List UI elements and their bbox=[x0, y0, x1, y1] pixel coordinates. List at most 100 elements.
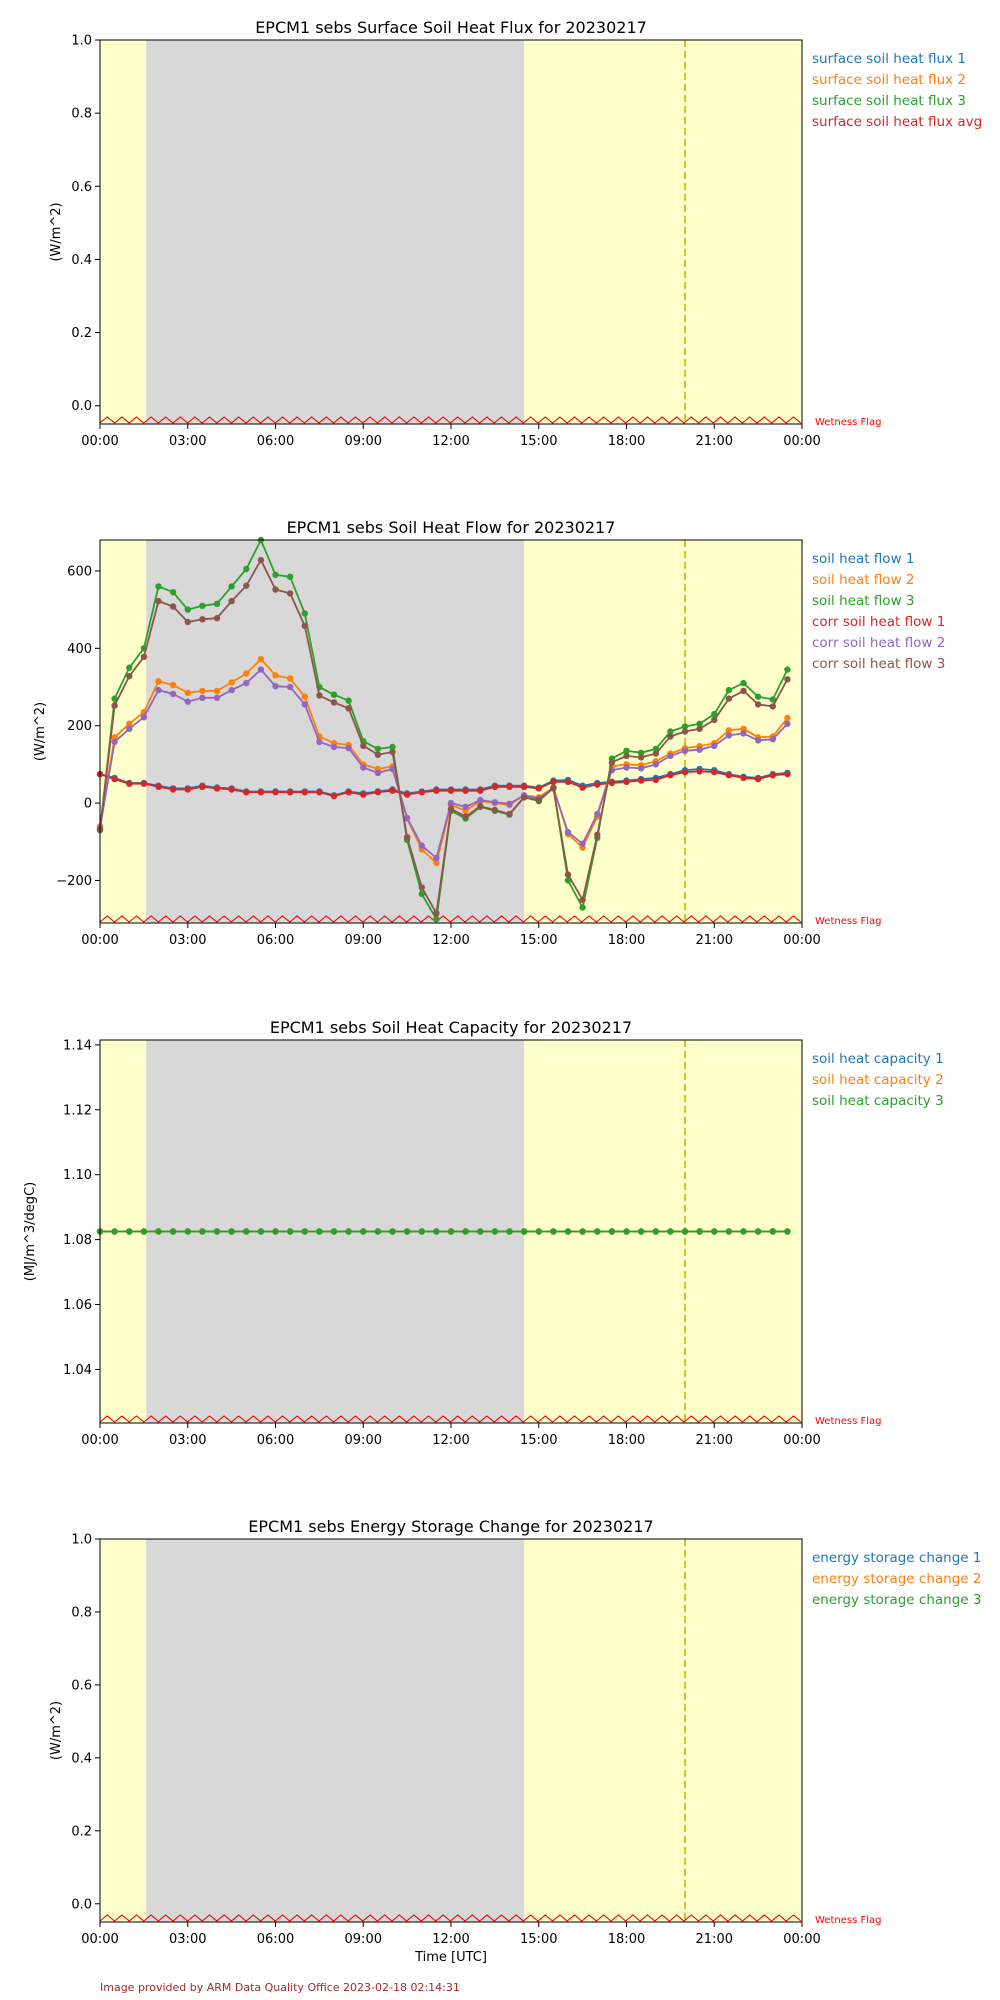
legend-entry: surface soil heat flux 2 bbox=[812, 72, 966, 88]
data-point bbox=[667, 772, 674, 779]
data-point bbox=[462, 787, 469, 794]
data-point bbox=[711, 768, 718, 776]
data-point bbox=[330, 699, 338, 706]
data-point bbox=[696, 720, 703, 727]
data-point bbox=[711, 710, 718, 718]
data-point bbox=[272, 571, 279, 578]
data-point bbox=[126, 720, 133, 727]
data-point bbox=[608, 759, 616, 766]
data-point bbox=[243, 582, 250, 589]
x-tick-label: 09:00 bbox=[345, 933, 382, 948]
y-tick-label: 600 bbox=[67, 564, 92, 579]
data-point bbox=[652, 1228, 659, 1235]
data-point bbox=[652, 776, 659, 784]
data-point bbox=[433, 787, 440, 794]
data-point bbox=[155, 1228, 162, 1235]
data-point bbox=[740, 774, 747, 782]
data-point bbox=[725, 1228, 733, 1235]
data-point bbox=[257, 656, 265, 663]
data-point bbox=[111, 1228, 118, 1235]
data-point bbox=[330, 691, 338, 698]
data-point bbox=[784, 714, 791, 722]
data-point bbox=[564, 778, 572, 785]
data-point bbox=[389, 1228, 396, 1235]
night-shading bbox=[146, 540, 525, 923]
data-point bbox=[433, 915, 440, 923]
data-point bbox=[111, 695, 118, 702]
data-point bbox=[213, 1228, 221, 1235]
x-tick-label: 18:00 bbox=[608, 1433, 645, 1448]
data-point bbox=[184, 618, 191, 626]
chart-panel-3: Wetness Flag 1.04 1.06 1.08 1.10 1.12 1.14 00:0… bbox=[23, 1018, 944, 1448]
data-point bbox=[579, 784, 586, 791]
data-point bbox=[681, 728, 689, 735]
data-point bbox=[228, 1228, 235, 1235]
x-tick-label: 12:00 bbox=[432, 933, 469, 948]
data-point bbox=[243, 1228, 250, 1235]
data-point bbox=[535, 796, 542, 804]
x-tick-label: 00:00 bbox=[81, 933, 118, 948]
data-point bbox=[535, 785, 542, 792]
x-tick-label: 00:00 bbox=[81, 434, 118, 449]
legend-entry: soil heat capacity 1 bbox=[812, 1051, 944, 1067]
data-point bbox=[272, 1228, 279, 1235]
data-point bbox=[126, 725, 133, 732]
data-point bbox=[169, 786, 177, 793]
data-point bbox=[316, 738, 323, 746]
data-point bbox=[652, 750, 659, 757]
data-point bbox=[184, 606, 191, 613]
legend-entry: soil heat capacity 2 bbox=[812, 1072, 944, 1088]
data-point bbox=[301, 789, 308, 796]
data-point bbox=[740, 1228, 747, 1235]
data-point bbox=[111, 734, 118, 741]
x-tick-label: 00:00 bbox=[81, 1932, 118, 1947]
wetness-flag-label: Wetness Flag bbox=[815, 916, 881, 927]
data-point bbox=[111, 775, 118, 783]
data-point bbox=[272, 789, 279, 796]
x-axis-label: Time [UTC] bbox=[414, 1950, 487, 1965]
chart-panel-2: Wetness Flag −200 0 200 400 600 00:00 03:00 06:0… bbox=[33, 518, 945, 948]
data-point bbox=[740, 730, 747, 737]
data-point bbox=[740, 725, 747, 732]
data-point bbox=[243, 565, 250, 573]
data-point bbox=[360, 791, 367, 798]
data-point bbox=[579, 896, 586, 903]
x-tick-label: 06:00 bbox=[257, 1932, 294, 1947]
x-tick-label: 00:00 bbox=[81, 1433, 118, 1448]
data-point bbox=[374, 789, 382, 796]
y-axis-label: (MJ/m^3/degC) bbox=[23, 1182, 38, 1281]
x-tick-label: 09:00 bbox=[345, 1433, 382, 1448]
data-point bbox=[740, 679, 747, 687]
data-point bbox=[769, 736, 776, 743]
data-point bbox=[754, 775, 762, 783]
y-tick-label: 400 bbox=[67, 642, 92, 657]
data-point bbox=[330, 1228, 338, 1235]
data-point bbox=[257, 556, 265, 564]
y-tick-label: 1.04 bbox=[63, 1363, 92, 1378]
data-point bbox=[199, 616, 206, 623]
data-point bbox=[447, 1228, 455, 1235]
data-point bbox=[213, 614, 221, 622]
data-point bbox=[594, 810, 601, 818]
x-tick-label: 12:00 bbox=[432, 434, 469, 449]
x-tick-label: 21:00 bbox=[696, 1932, 733, 1947]
data-point bbox=[433, 1228, 440, 1235]
y-tick-label: 0.4 bbox=[71, 1751, 92, 1766]
data-point bbox=[184, 689, 191, 696]
data-point bbox=[155, 678, 162, 685]
data-point bbox=[681, 747, 689, 754]
data-point bbox=[696, 1228, 703, 1235]
x-tick-label: 12:00 bbox=[432, 1932, 469, 1947]
wetness-flag-label: Wetness Flag bbox=[815, 1416, 881, 1427]
data-point bbox=[550, 778, 557, 785]
data-point bbox=[345, 1228, 352, 1235]
data-point bbox=[169, 1228, 177, 1235]
night-shading bbox=[146, 1539, 525, 1922]
legend-entry: corr soil heat flow 3 bbox=[812, 656, 945, 672]
data-point bbox=[257, 789, 265, 796]
data-point bbox=[784, 770, 791, 778]
x-tick-label: 03:00 bbox=[169, 1433, 206, 1448]
data-point bbox=[725, 732, 733, 739]
data-point bbox=[681, 1228, 689, 1235]
